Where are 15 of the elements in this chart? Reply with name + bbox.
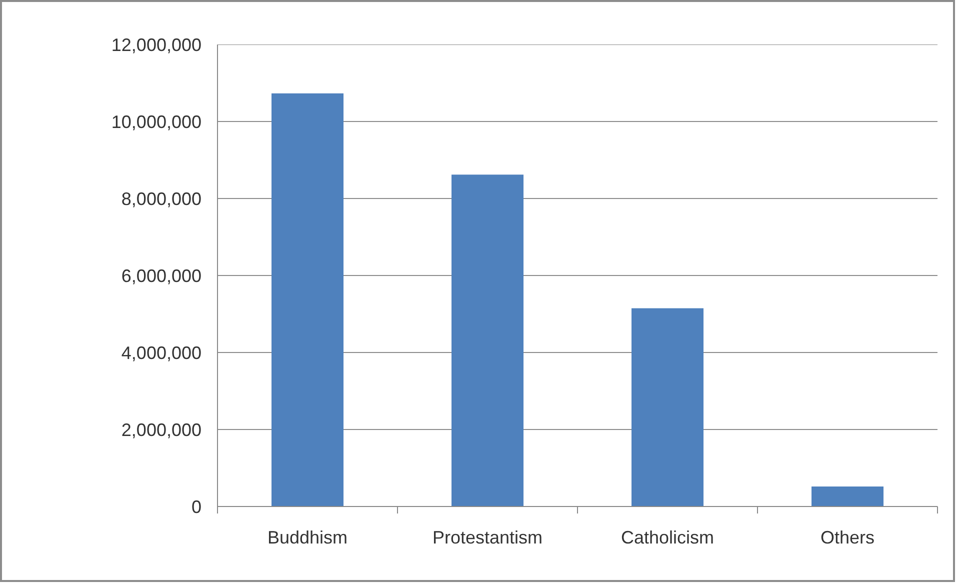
bar: [452, 174, 524, 506]
bar: [272, 93, 344, 506]
y-tick-label: 8,000,000: [121, 189, 202, 209]
y-tick-label: 0: [191, 497, 202, 517]
bar: [632, 308, 704, 506]
y-tick-label: 12,000,000: [111, 35, 202, 55]
x-tick-label: Protestantism: [432, 528, 543, 548]
bar: [812, 486, 884, 506]
y-tick-label: 2,000,000: [121, 420, 202, 440]
y-tick-label: 4,000,000: [121, 343, 202, 363]
x-tick-label: Catholicism: [620, 528, 714, 548]
y-tick-label: 10,000,000: [111, 112, 202, 132]
y-tick-label: 6,000,000: [121, 266, 202, 286]
x-tick-label: Buddhism: [267, 528, 348, 548]
x-tick-label: Others: [820, 528, 875, 548]
